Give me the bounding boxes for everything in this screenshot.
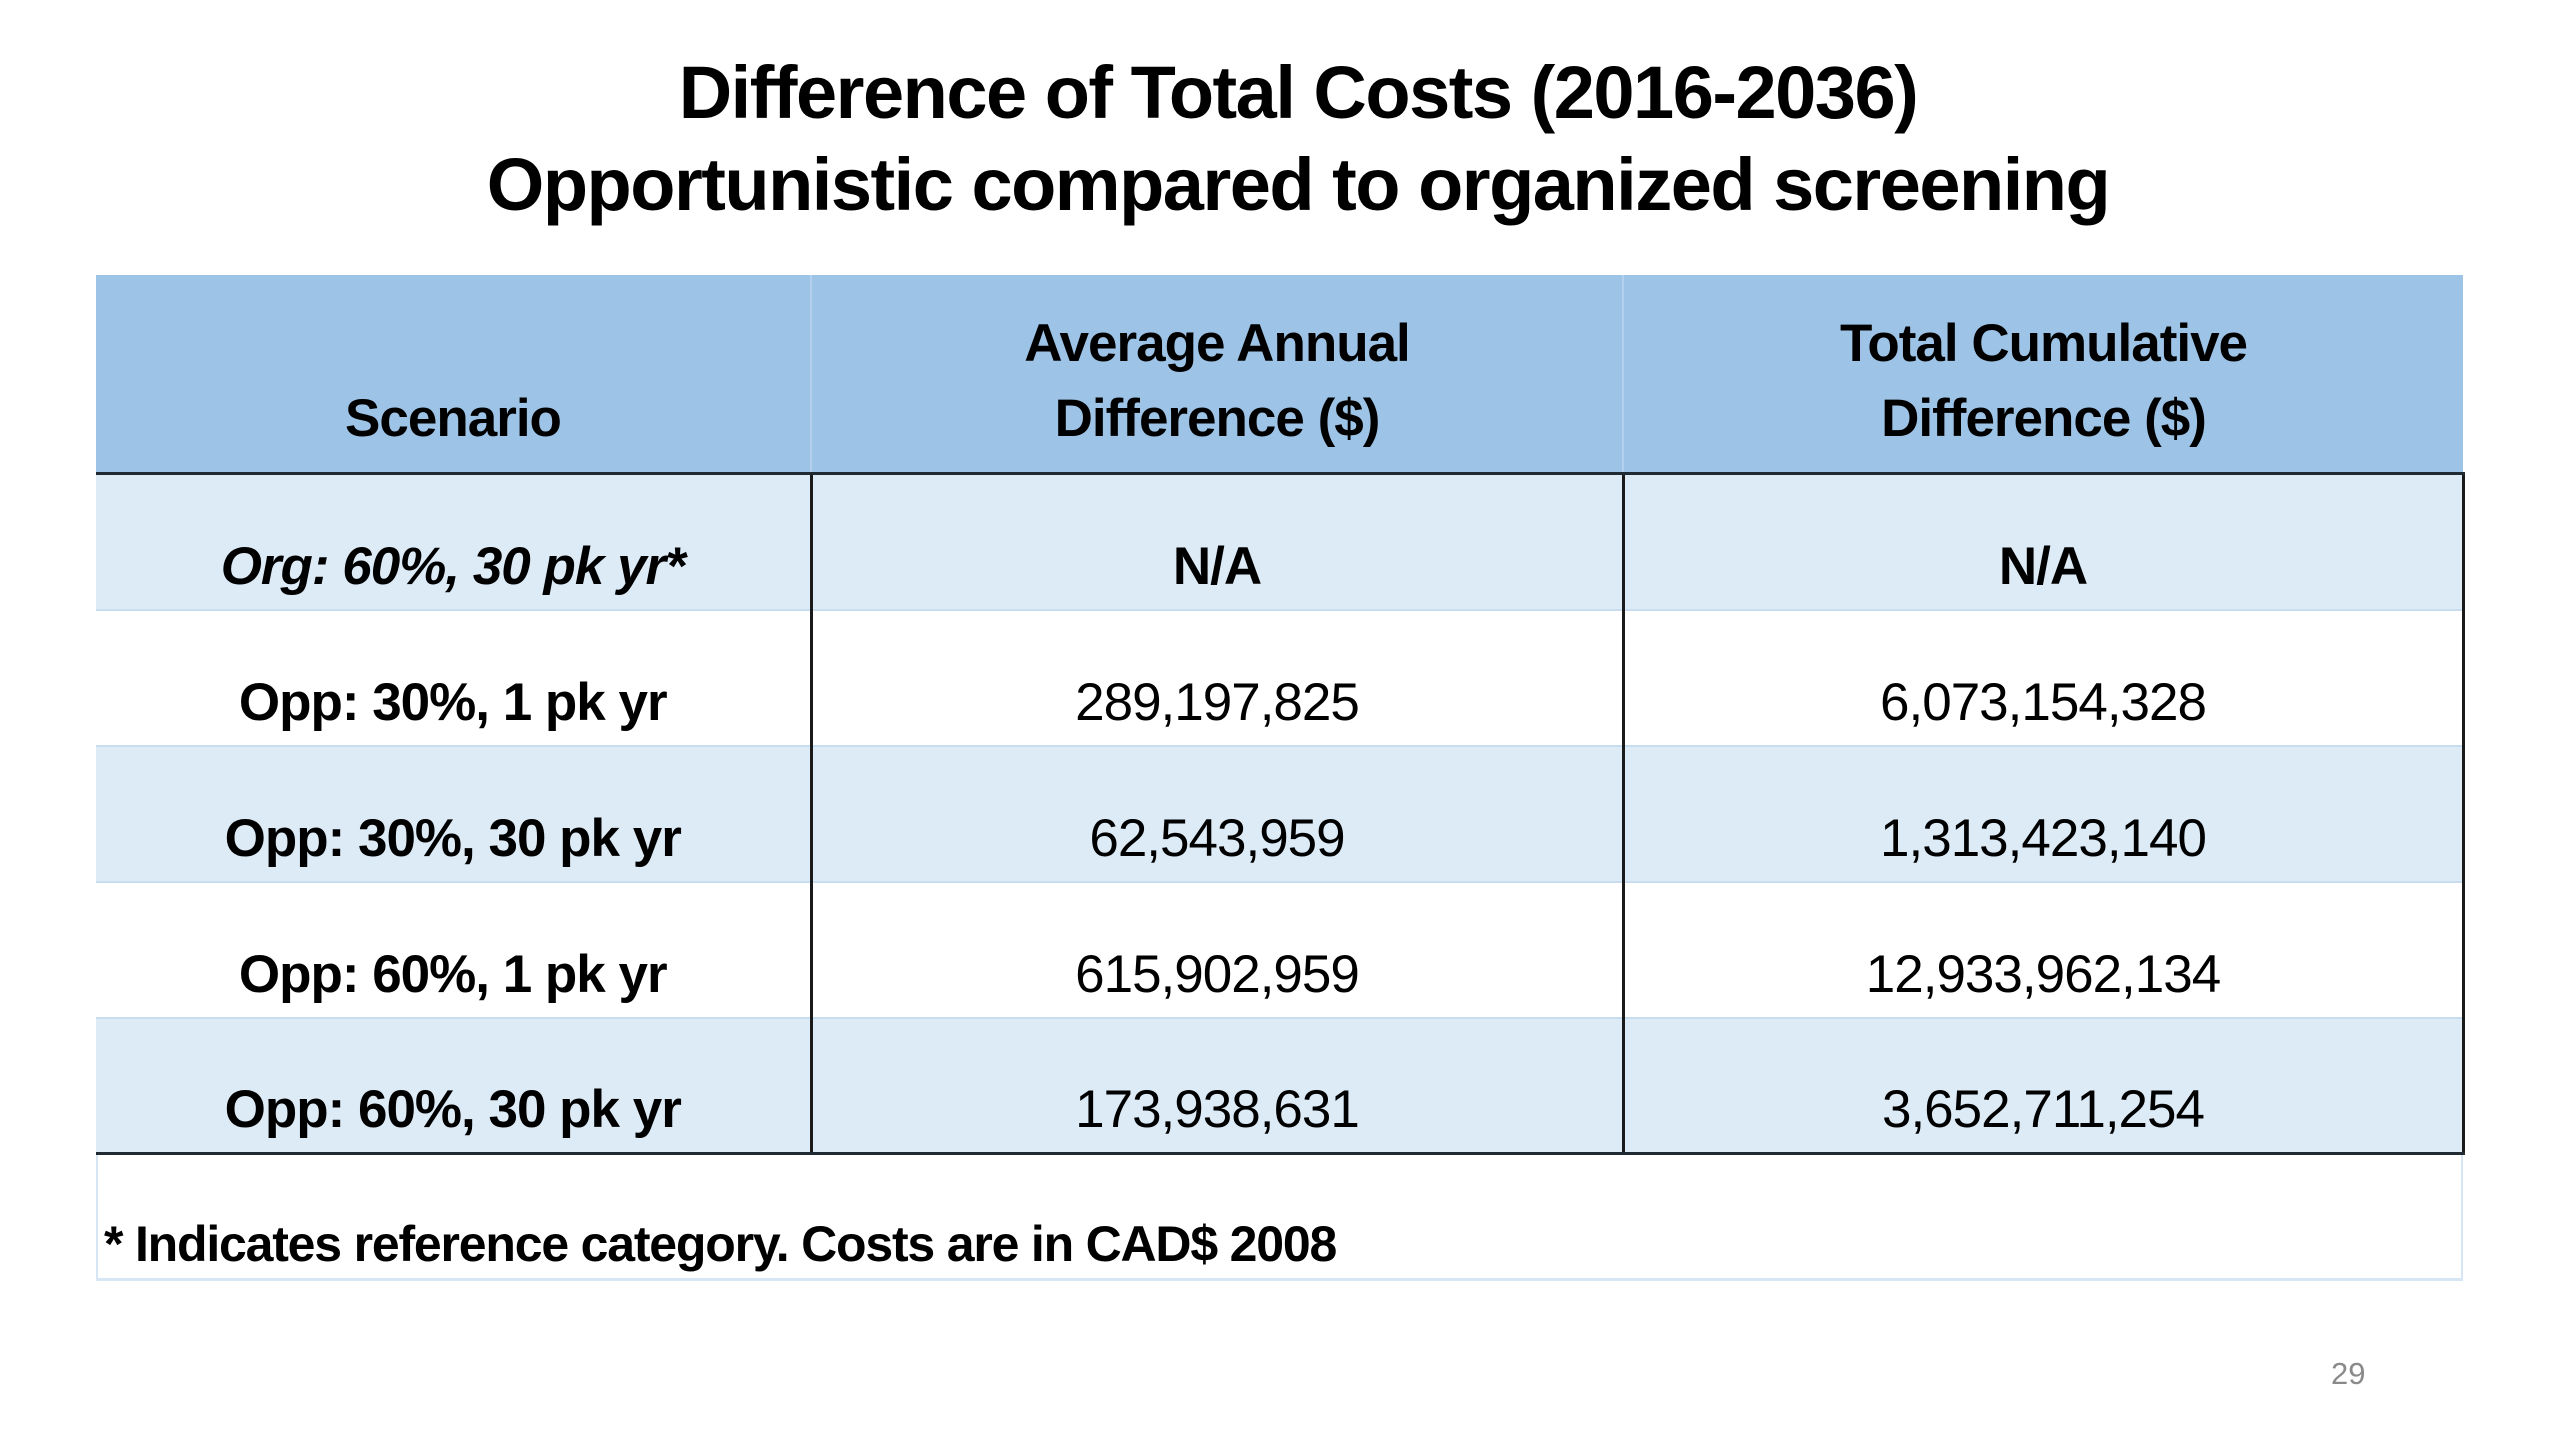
total-cumulative-cell: 12,933,962,134 bbox=[1621, 881, 2465, 1019]
cost-difference-table-container: Scenario Average Annual Difference ($) T… bbox=[96, 275, 2465, 1281]
slide-title: Difference of Total Costs (2016-2036) bbox=[678, 51, 1919, 134]
footnote-box: * Indicates reference category. Costs ar… bbox=[96, 1155, 2463, 1281]
table-row-reference: Org: 60%, 30 pk yr* N/A N/A bbox=[96, 473, 2465, 611]
cost-difference-table: Scenario Average Annual Difference ($) T… bbox=[96, 275, 2465, 1155]
average-annual-cell: 615,902,959 bbox=[809, 881, 1623, 1019]
table-row: Opp: 60%, 30 pk yr 173,938,631 3,652,711,2… bbox=[96, 1017, 2465, 1155]
total-cumulative-cell: 1,313,423,140 bbox=[1621, 745, 2465, 883]
average-annual-cell: 173,938,631 bbox=[809, 1017, 1623, 1155]
scenario-cell: Opp: 60%, 30 pk yr bbox=[96, 1017, 811, 1155]
column-header-scenario: Scenario bbox=[96, 275, 811, 475]
table-row: Opp: 30%, 30 pk yr 62,543,959 1,313,423,14… bbox=[96, 745, 2465, 883]
average-annual-cell: N/A bbox=[809, 473, 1623, 611]
column-header-total-cumulative: Total Cumulative Difference ($) bbox=[1622, 275, 2463, 475]
column-header-line: Difference ($) bbox=[1881, 389, 2207, 448]
average-annual-cell: 289,197,825 bbox=[809, 609, 1623, 747]
table-body: Org: 60%, 30 pk yr* N/A N/A Opp: 30%, 1 pk … bbox=[96, 473, 2465, 1155]
table-row: Opp: 30%, 1 pk yr 289,197,825 6,073,154,32… bbox=[96, 609, 2465, 747]
column-header-average-annual: Average Annual Difference ($) bbox=[810, 275, 1623, 475]
table-header-row: Scenario Average Annual Difference ($) T… bbox=[96, 275, 2463, 475]
slide-subtitle: Opportunistic compared to organized scre… bbox=[486, 143, 2111, 226]
scenario-cell: Opp: 60%, 1 pk yr bbox=[96, 881, 811, 1019]
scenario-cell: Org: 60%, 30 pk yr* bbox=[96, 473, 811, 611]
column-header-line: Difference ($) bbox=[1054, 389, 1381, 448]
average-annual-cell: 62,543,959 bbox=[809, 745, 1623, 883]
column-header-line: Scenario bbox=[345, 389, 562, 448]
column-header-line: Total Cumulative bbox=[1839, 314, 2248, 373]
footnote: * Indicates reference category. Costs ar… bbox=[104, 1216, 1337, 1272]
scenario-cell: Opp: 30%, 30 pk yr bbox=[96, 745, 811, 883]
scenario-cell: Opp: 30%, 1 pk yr bbox=[96, 609, 811, 747]
table-row: Opp: 60%, 1 pk yr 615,902,959 12,933,962,1… bbox=[96, 881, 2465, 1019]
total-cumulative-cell: 6,073,154,328 bbox=[1621, 609, 2465, 747]
total-cumulative-cell: 3,652,711,254 bbox=[1621, 1017, 2465, 1155]
total-cumulative-cell: N/A bbox=[1621, 473, 2465, 611]
column-header-line: Average Annual bbox=[1024, 314, 1411, 373]
page-number: 29 bbox=[2331, 1356, 2366, 1391]
